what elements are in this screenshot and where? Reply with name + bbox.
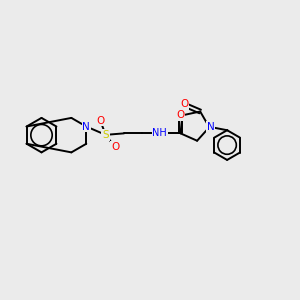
Text: O: O	[176, 110, 184, 120]
Text: N: N	[207, 122, 214, 132]
Text: NH: NH	[152, 128, 167, 138]
Text: O: O	[96, 116, 104, 126]
Text: O: O	[111, 142, 119, 152]
Text: S: S	[102, 130, 109, 140]
Text: N: N	[82, 122, 90, 131]
Text: O: O	[180, 99, 188, 109]
